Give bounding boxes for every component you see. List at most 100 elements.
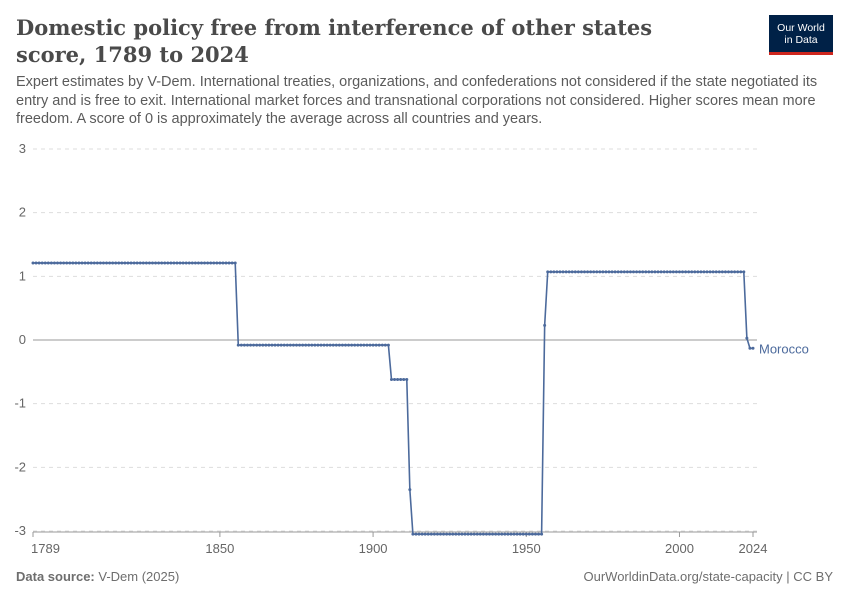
data-point xyxy=(460,532,464,536)
data-point xyxy=(43,261,47,265)
data-point xyxy=(739,270,743,274)
data-point xyxy=(245,343,249,347)
data-point xyxy=(34,261,38,265)
data-point xyxy=(442,532,446,536)
data-point xyxy=(659,270,663,274)
data-point xyxy=(80,261,84,265)
data-point xyxy=(582,270,586,274)
data-point xyxy=(751,346,755,350)
data-point xyxy=(40,261,44,265)
data-point xyxy=(748,346,752,350)
data-point xyxy=(304,343,308,347)
data-point xyxy=(123,261,127,265)
data-point xyxy=(209,261,213,265)
data-point xyxy=(733,270,737,274)
data-point xyxy=(408,488,412,492)
data-point xyxy=(693,270,697,274)
data-point xyxy=(423,532,427,536)
x-tick-label: 1950 xyxy=(512,541,541,556)
data-point xyxy=(579,270,583,274)
source-url-link[interactable]: OurWorldinData.org/state-capacity | CC B… xyxy=(583,569,833,584)
data-point xyxy=(150,261,154,265)
data-point xyxy=(389,377,393,381)
data-point xyxy=(586,270,590,274)
x-tick-label: 1850 xyxy=(205,541,234,556)
data-point xyxy=(564,270,568,274)
data-point xyxy=(402,377,406,381)
data-point xyxy=(641,270,645,274)
data-point xyxy=(454,532,458,536)
data-point xyxy=(49,261,53,265)
data-point xyxy=(598,270,602,274)
data-point xyxy=(83,261,87,265)
data-point xyxy=(533,532,537,536)
y-tick-label: 3 xyxy=(19,141,26,156)
data-point xyxy=(255,343,259,347)
data-point xyxy=(221,261,225,265)
data-point xyxy=(141,261,145,265)
data-point xyxy=(319,343,323,347)
data-point xyxy=(86,261,90,265)
data-point xyxy=(184,261,188,265)
y-tick-label: 2 xyxy=(19,205,26,220)
data-point xyxy=(497,532,501,536)
data-point xyxy=(227,261,231,265)
data-point xyxy=(279,343,283,347)
data-point xyxy=(491,532,495,536)
data-point xyxy=(233,261,237,265)
data-point xyxy=(549,270,553,274)
data-point xyxy=(359,343,363,347)
data-point xyxy=(690,270,694,274)
data-point xyxy=(261,343,265,347)
data-point xyxy=(567,270,571,274)
data-point xyxy=(154,261,158,265)
data-point xyxy=(129,261,133,265)
data-point xyxy=(702,270,706,274)
data-point xyxy=(212,261,216,265)
data-point xyxy=(625,270,629,274)
data-point xyxy=(674,270,678,274)
owid-logo[interactable]: Our World in Data xyxy=(769,15,833,55)
data-point xyxy=(414,532,418,536)
data-point xyxy=(475,532,479,536)
data-point xyxy=(656,270,660,274)
x-tick-label: 2000 xyxy=(665,541,694,556)
data-point xyxy=(178,261,182,265)
data-point xyxy=(270,343,274,347)
data-point xyxy=(181,261,185,265)
data-point xyxy=(374,343,378,347)
data-point xyxy=(249,343,253,347)
data-point xyxy=(347,343,351,347)
data-point xyxy=(714,270,718,274)
data-point xyxy=(417,532,421,536)
data-point xyxy=(635,270,639,274)
data-point xyxy=(619,270,623,274)
data-point xyxy=(111,261,115,265)
data-point xyxy=(52,261,56,265)
data-point xyxy=(101,261,105,265)
data-point xyxy=(252,343,256,347)
data-point xyxy=(481,532,485,536)
data-point xyxy=(215,261,219,265)
data-point xyxy=(92,261,96,265)
data-point xyxy=(310,343,314,347)
y-tick-label: -2 xyxy=(14,459,26,474)
data-point xyxy=(463,532,467,536)
data-point xyxy=(117,261,121,265)
data-point xyxy=(285,343,289,347)
data-point xyxy=(613,270,617,274)
data-point xyxy=(393,377,397,381)
tick-layer: 3 2 1 0 -1 -2 -3 1789 1850 1900 1950 2000 2024 xyxy=(14,141,767,556)
data-point xyxy=(224,261,228,265)
data-point xyxy=(193,261,197,265)
data-source-label: Data source: xyxy=(16,569,95,584)
data-point xyxy=(132,261,136,265)
data-point xyxy=(144,261,148,265)
data-point xyxy=(524,532,528,536)
data-point xyxy=(543,323,547,327)
chart-subtitle: Expert estimates by V-Dem. International… xyxy=(16,74,818,127)
data-point xyxy=(432,532,436,536)
data-point xyxy=(380,343,384,347)
data-point xyxy=(294,343,298,347)
